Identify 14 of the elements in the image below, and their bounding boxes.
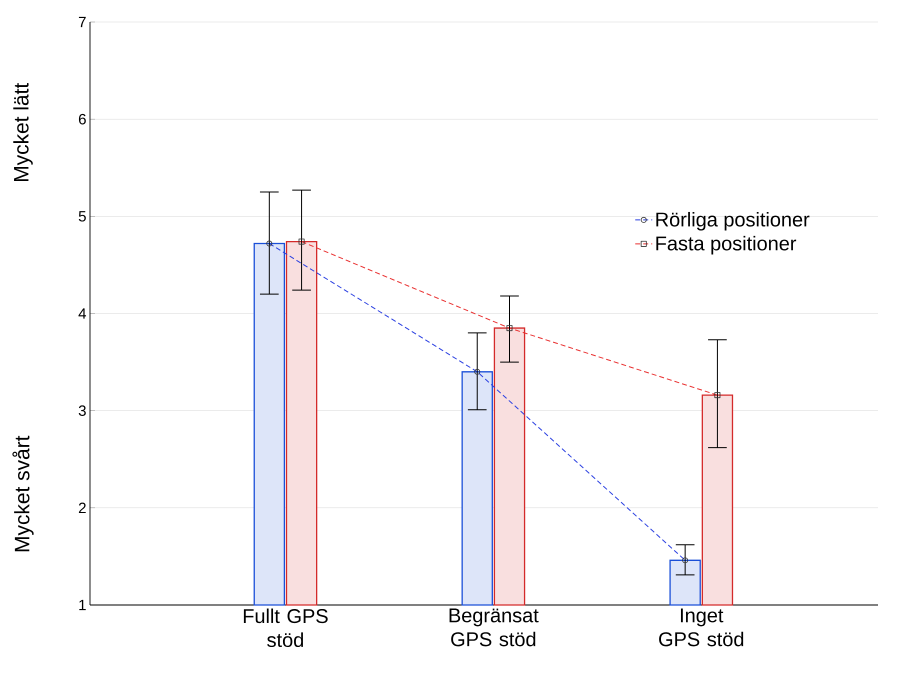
y-tick-label: 6 <box>78 114 86 124</box>
y-tick-label: 5 <box>78 211 86 222</box>
x-tick-label: Inget GPS stöd <box>659 608 744 646</box>
legend-label: Fasta positioner <box>656 236 796 254</box>
text: Mycket svårt <box>12 436 34 552</box>
y-tick-label: 7 <box>78 16 86 28</box>
x-tick-label: Fullt GPS stöd <box>244 608 328 648</box>
y-tick-label: 3 <box>78 405 86 416</box>
y-tick-label: 1 <box>79 600 86 610</box>
legend-label: Rörliga positioner <box>656 212 810 231</box>
x-tick-label: Begränsat GPS stöd <box>450 608 539 646</box>
text: Mycket lätt <box>13 82 33 182</box>
y-tick-label: 4 <box>78 308 86 319</box>
y-tick-label: 2 <box>78 502 86 514</box>
